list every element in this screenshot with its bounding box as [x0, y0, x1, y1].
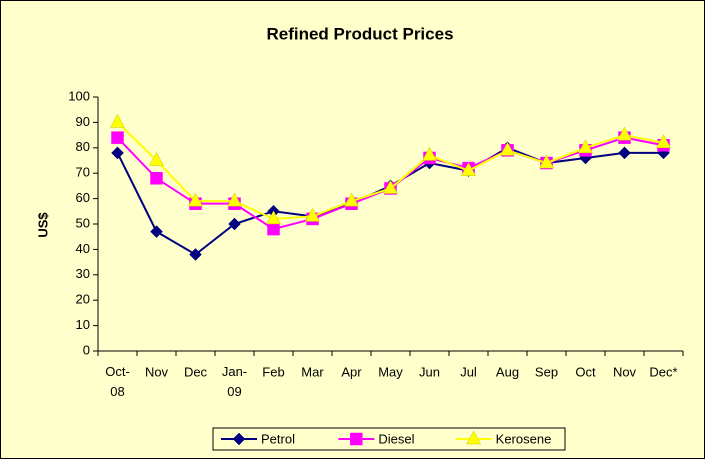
- point: [150, 172, 163, 185]
- x-tick-label: Mar: [301, 364, 324, 379]
- point: [110, 113, 125, 128]
- point: [344, 192, 359, 207]
- point: [539, 154, 554, 169]
- y-tick-label: 20: [76, 292, 90, 307]
- point: [422, 146, 437, 161]
- point: [149, 151, 164, 166]
- legend-marker: [466, 430, 482, 445]
- x-tick-label: Jun: [419, 364, 440, 379]
- point: [383, 179, 398, 194]
- point: [461, 162, 476, 176]
- x-tick-label: Dec*: [649, 364, 677, 379]
- point: [578, 139, 593, 154]
- x-tick-label: Oct-08: [105, 364, 130, 399]
- x-tick-label: Jul: [460, 364, 477, 379]
- point: [111, 131, 124, 144]
- legend-marker: [232, 432, 246, 446]
- legend-label: Petrol: [261, 431, 295, 446]
- x-tick-label: Oct: [575, 364, 596, 379]
- legend-box: [212, 427, 566, 451]
- y-tick-label: 100: [68, 88, 90, 103]
- x-tick-label: Feb: [262, 364, 284, 379]
- point: [228, 217, 241, 231]
- x-tick-label: Sep: [535, 364, 558, 379]
- y-tick-label: 90: [76, 114, 90, 129]
- point: [500, 141, 515, 156]
- x-tick-label: May: [378, 364, 403, 379]
- point: [618, 146, 631, 160]
- point: [617, 126, 632, 141]
- x-tick-label: Jan-09: [222, 364, 247, 399]
- point: [227, 192, 242, 207]
- point: [150, 225, 163, 238]
- y-tick-label: 60: [76, 190, 90, 205]
- y-axis-label: US$: [35, 212, 50, 238]
- legend-label: Kerosene: [496, 431, 552, 446]
- x-tick-label: Apr: [341, 364, 362, 379]
- x-tick-label: Nov: [145, 364, 169, 379]
- point: [656, 134, 671, 148]
- y-tick-label: 10: [76, 317, 90, 332]
- y-tick-label: 40: [76, 241, 90, 256]
- point: [188, 192, 203, 207]
- x-tick-label: Aug: [496, 364, 519, 379]
- x-tick-label: Nov: [613, 364, 637, 379]
- legend-label: Diesel: [378, 431, 414, 446]
- y-tick-label: 0: [83, 342, 90, 357]
- point: [305, 207, 320, 222]
- point: [267, 222, 280, 236]
- point: [266, 210, 281, 225]
- y-tick-label: 70: [76, 165, 90, 180]
- point: [189, 248, 202, 261]
- chart-title: Refined Product Prices: [266, 24, 453, 43]
- point: [111, 146, 124, 160]
- y-tick-label: 50: [76, 215, 90, 230]
- x-tick-label: Dec: [184, 364, 208, 379]
- legend-marker: [350, 432, 363, 446]
- y-tick-label: 80: [76, 139, 90, 154]
- y-tick-label: 30: [76, 266, 90, 281]
